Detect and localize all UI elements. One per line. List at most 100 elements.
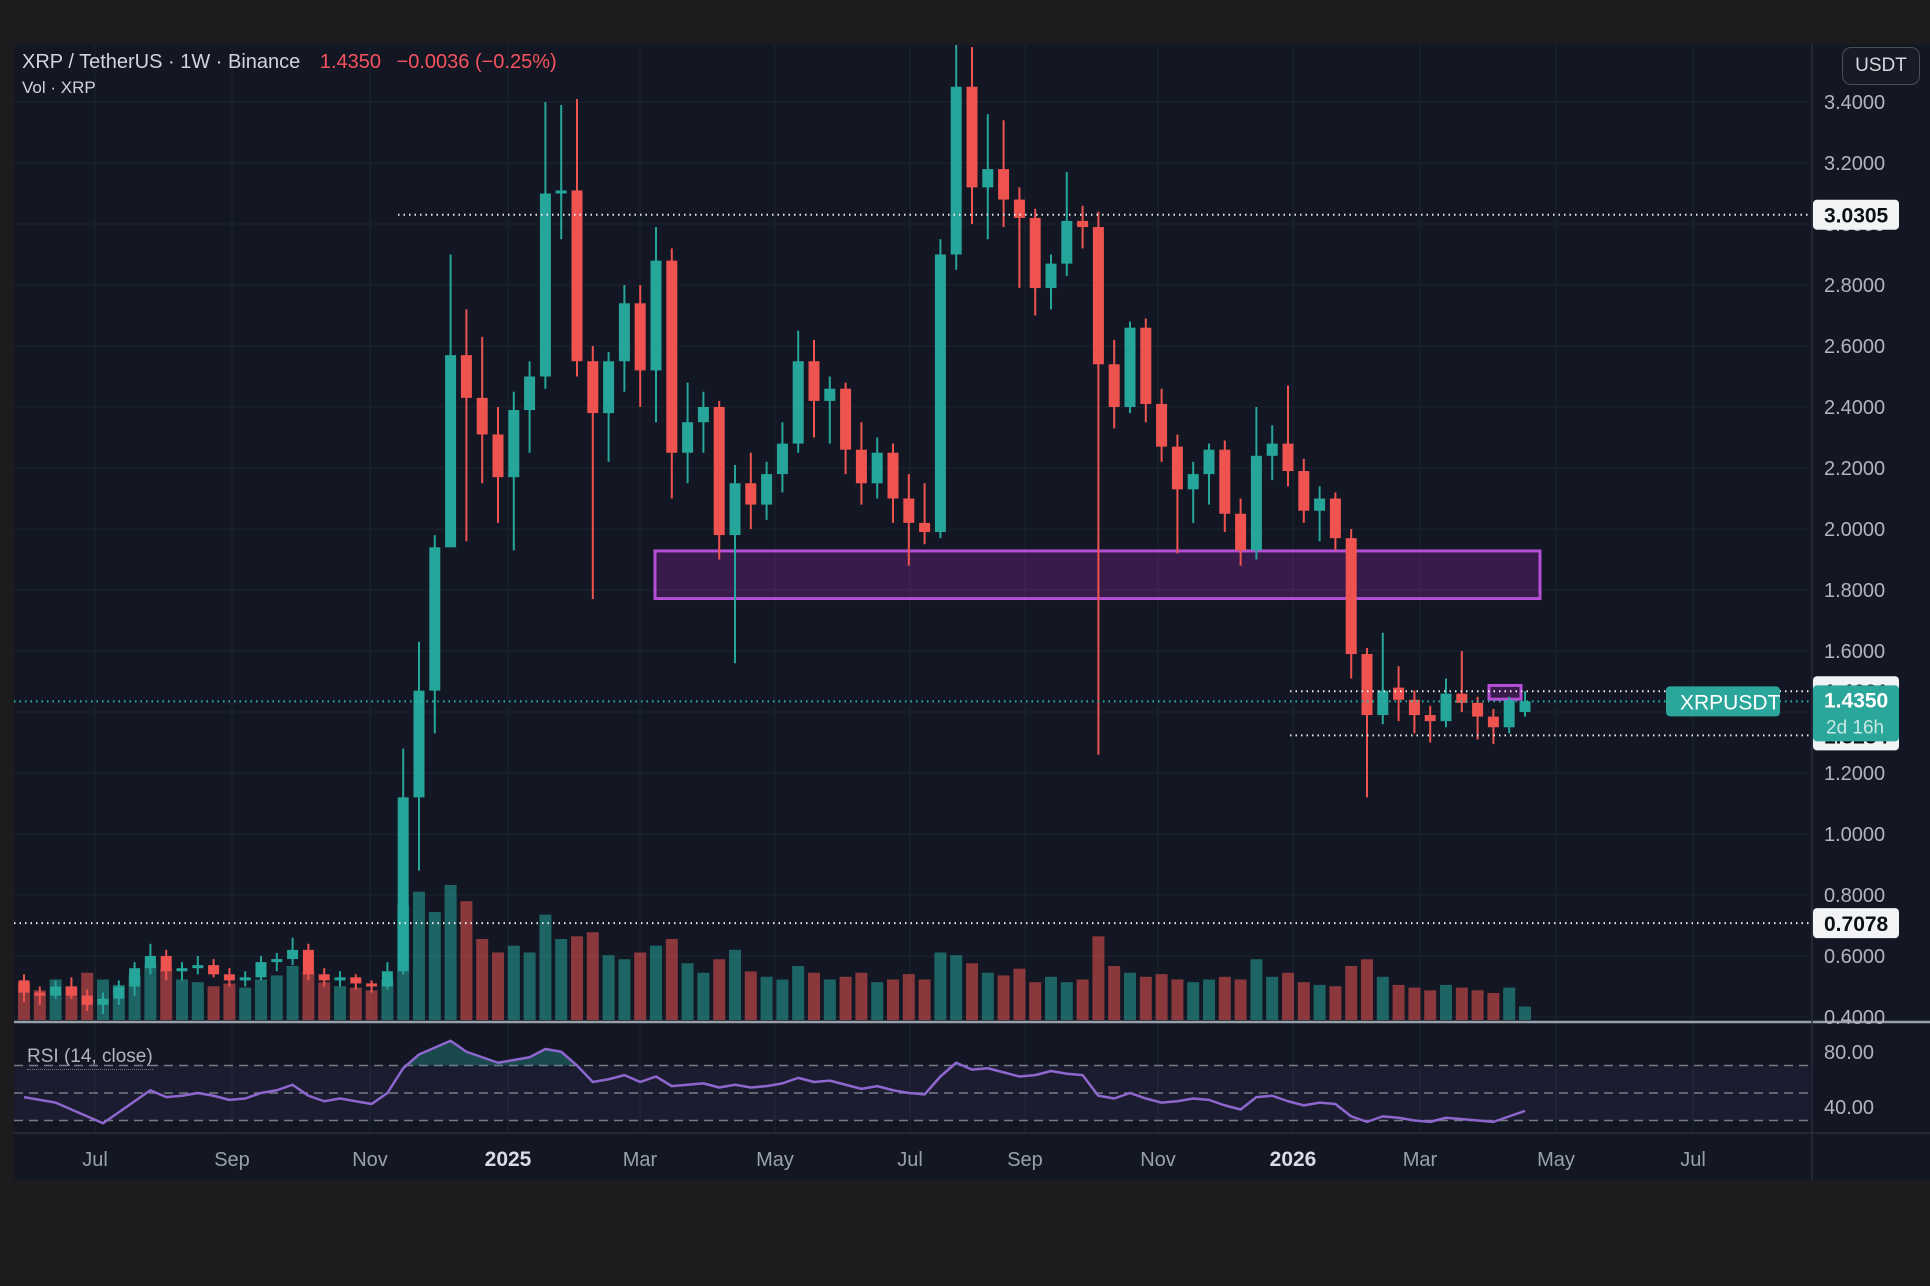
candle[interactable]	[192, 956, 204, 975]
candle[interactable]	[761, 461, 773, 520]
candle[interactable]	[302, 943, 314, 981]
candle[interactable]	[871, 437, 883, 499]
candle[interactable]	[934, 239, 946, 539]
candle[interactable]	[966, 47, 978, 224]
candle[interactable]	[239, 971, 251, 987]
candle[interactable]	[429, 535, 441, 734]
candle[interactable]	[776, 422, 788, 493]
candle[interactable]	[1345, 529, 1357, 679]
candle[interactable]	[982, 114, 994, 240]
candle[interactable]	[144, 943, 156, 975]
candle[interactable]	[445, 254, 457, 548]
candle[interactable]	[1108, 339, 1120, 429]
candle[interactable]	[1156, 388, 1168, 462]
time-axis[interactable]: Jul Sep Nov 2025 Mar May Jul Sep Nov 2026 Mar May Ju…	[82, 1148, 1706, 1171]
candle[interactable]	[176, 962, 188, 981]
candle[interactable]	[1519, 691, 1531, 717]
candle[interactable]	[1266, 425, 1278, 481]
candle[interactable]	[729, 464, 741, 664]
candle[interactable]	[1393, 666, 1405, 722]
candle[interactable]	[492, 407, 504, 523]
candle[interactable]	[713, 400, 725, 560]
candle[interactable]	[745, 452, 757, 529]
candle[interactable]	[998, 120, 1010, 228]
candle[interactable]	[255, 956, 267, 981]
candle[interactable]	[460, 309, 472, 542]
candle[interactable]	[603, 352, 615, 462]
candle[interactable]	[397, 748, 409, 975]
candle[interactable]	[1203, 443, 1215, 505]
candle[interactable]	[524, 361, 536, 453]
candle[interactable]	[1487, 708, 1499, 745]
candle[interactable]	[81, 989, 93, 1011]
candle[interactable]	[1061, 172, 1073, 276]
candle[interactable]	[824, 376, 836, 444]
candle[interactable]	[1282, 385, 1294, 487]
candle[interactable]	[129, 962, 141, 996]
candle[interactable]	[318, 968, 330, 987]
candle[interactable]	[855, 422, 867, 505]
candle[interactable]	[1029, 208, 1041, 316]
candle[interactable]	[1045, 254, 1057, 310]
candle[interactable]	[555, 105, 567, 240]
candle[interactable]	[271, 952, 283, 972]
candle[interactable]	[587, 346, 599, 600]
candle[interactable]	[539, 102, 551, 389]
candle[interactable]	[350, 974, 362, 990]
candle[interactable]	[34, 986, 46, 1005]
candle[interactable]	[1440, 678, 1452, 728]
candle[interactable]	[1377, 632, 1389, 725]
candle[interactable]	[160, 949, 172, 981]
currency-toggle-button[interactable]: USDT	[1842, 47, 1920, 85]
candle[interactable]	[903, 474, 915, 566]
mini-zone[interactable]	[1487, 683, 1523, 701]
candle[interactable]	[18, 974, 30, 1002]
candle[interactable]	[697, 391, 709, 453]
candle[interactable]	[1472, 696, 1484, 740]
candle[interactable]	[682, 382, 694, 484]
candle[interactable]	[208, 959, 220, 978]
candle[interactable]	[1219, 440, 1231, 533]
candle[interactable]	[840, 382, 852, 475]
candle[interactable]	[50, 980, 62, 999]
symbol-title[interactable]: XRP / TetherUS · 1W · Binance	[22, 51, 301, 73]
candle[interactable]	[1298, 458, 1310, 523]
candle[interactable]	[223, 968, 235, 987]
candle[interactable]	[1250, 407, 1262, 560]
candle[interactable]	[65, 977, 77, 999]
candle[interactable]	[1092, 211, 1104, 755]
candle[interactable]	[792, 330, 804, 453]
price-axis[interactable]: 3.40003.20003.00002.80002.60002.40002.20…	[1824, 92, 1885, 1119]
candle[interactable]	[919, 483, 931, 545]
candle[interactable]	[508, 391, 520, 551]
candle[interactable]	[1077, 205, 1089, 249]
candle[interactable]	[1140, 318, 1152, 423]
candle[interactable]	[666, 248, 678, 499]
candle[interactable]	[1408, 690, 1420, 734]
candle[interactable]	[1314, 486, 1326, 542]
symbol-legend[interactable]: XRP / TetherUS · 1W · Binance 1.4350 −0.…	[22, 51, 557, 74]
candle[interactable]	[650, 227, 662, 423]
candle[interactable]	[887, 443, 899, 523]
candle[interactable]	[1361, 647, 1373, 798]
candle[interactable]	[476, 336, 488, 484]
candle[interactable]	[97, 992, 109, 1014]
candle[interactable]	[287, 937, 299, 966]
candle[interactable]	[634, 285, 646, 407]
candle[interactable]	[1329, 492, 1341, 551]
candlestick-series[interactable]	[18, 35, 1531, 1014]
candle[interactable]	[1171, 434, 1183, 554]
candle[interactable]	[1013, 187, 1025, 289]
candle[interactable]	[1503, 696, 1515, 734]
candle[interactable]	[808, 339, 820, 438]
candle[interactable]	[618, 285, 630, 392]
candle[interactable]	[950, 35, 962, 270]
candle[interactable]	[381, 962, 393, 990]
candle[interactable]	[1187, 461, 1199, 523]
candle[interactable]	[1424, 705, 1436, 743]
rsi-line[interactable]	[23, 1039, 1526, 1125]
candle[interactable]	[1124, 321, 1136, 414]
candle[interactable]	[571, 98, 583, 377]
candle[interactable]	[334, 971, 346, 987]
